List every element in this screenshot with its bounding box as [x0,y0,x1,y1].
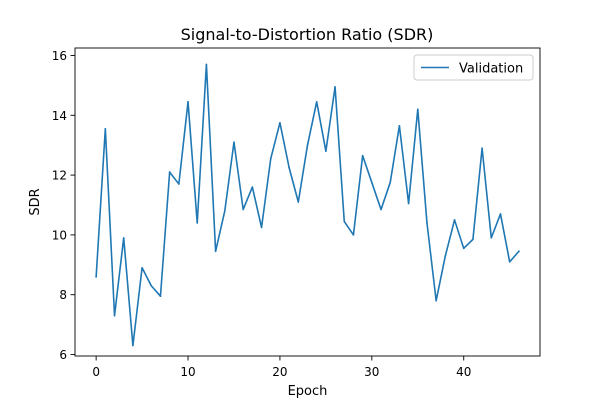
y-axis-label: SDR [28,188,43,215]
legend-label-validation: Validation [459,62,523,77]
data-point [297,201,300,203]
data-point [113,314,116,317]
data-point [187,101,189,103]
x-axis-ticks: 0 10 20 30 40 [92,356,471,379]
x-axis-label: Epoch [288,384,328,399]
data-point [361,154,364,157]
data-point [242,208,244,211]
data-point [205,63,208,66]
data-point [490,237,493,239]
data-point [334,86,336,88]
x-tick-label: 40 [456,365,471,379]
legend: Validation [413,54,534,81]
data-point [178,183,180,185]
data-point [416,108,419,111]
data-point [472,238,474,241]
data-point [233,141,235,143]
data-point [141,266,143,269]
data-point [426,222,428,224]
data-point [315,101,318,103]
x-tick-label: 0 [92,365,100,379]
data-point [407,202,410,205]
axes-frame [74,47,541,357]
y-axis-ticks: 6 8 10 12 14 16 [52,49,75,362]
series-points [95,63,520,347]
data-point [122,237,125,239]
data-point [104,127,107,130]
chart-title: Signal-to-Distortion Ratio (SDR) [181,25,434,44]
data-point [269,157,272,160]
data-point [214,250,217,253]
data-point [196,222,199,224]
x-tick-label: 10 [180,365,195,379]
data-point [352,234,355,236]
data-point [508,261,511,263]
data-point [325,150,327,152]
data-point [223,210,226,212]
y-tick-label: 6 [59,348,67,362]
y-tick-label: 10 [52,228,67,242]
legend-frame [413,54,534,81]
data-point [371,181,373,184]
data-point [518,250,520,253]
data-point [462,247,465,250]
data-point [398,124,401,127]
data-point [132,344,134,347]
data-point [288,166,290,169]
data-point [389,181,392,184]
plot-area [95,63,520,347]
x-tick-label: 30 [364,365,379,379]
data-point [481,147,483,149]
data-point [260,226,263,229]
data-point [159,295,162,297]
y-tick-label: 14 [52,109,67,123]
data-point [444,255,447,257]
data-point [251,186,254,188]
y-tick-label: 12 [52,169,67,183]
y-tick-label: 8 [59,288,67,302]
x-tick-label: 20 [272,365,287,379]
data-point [453,219,456,221]
data-point [150,284,153,287]
y-tick-label: 16 [52,49,67,63]
data-point [435,299,437,302]
data-point [279,121,281,124]
data-point [168,171,171,173]
data-point [380,208,382,211]
data-point [306,144,309,146]
data-point [95,275,97,278]
data-point [343,220,346,223]
data-point [499,213,502,215]
